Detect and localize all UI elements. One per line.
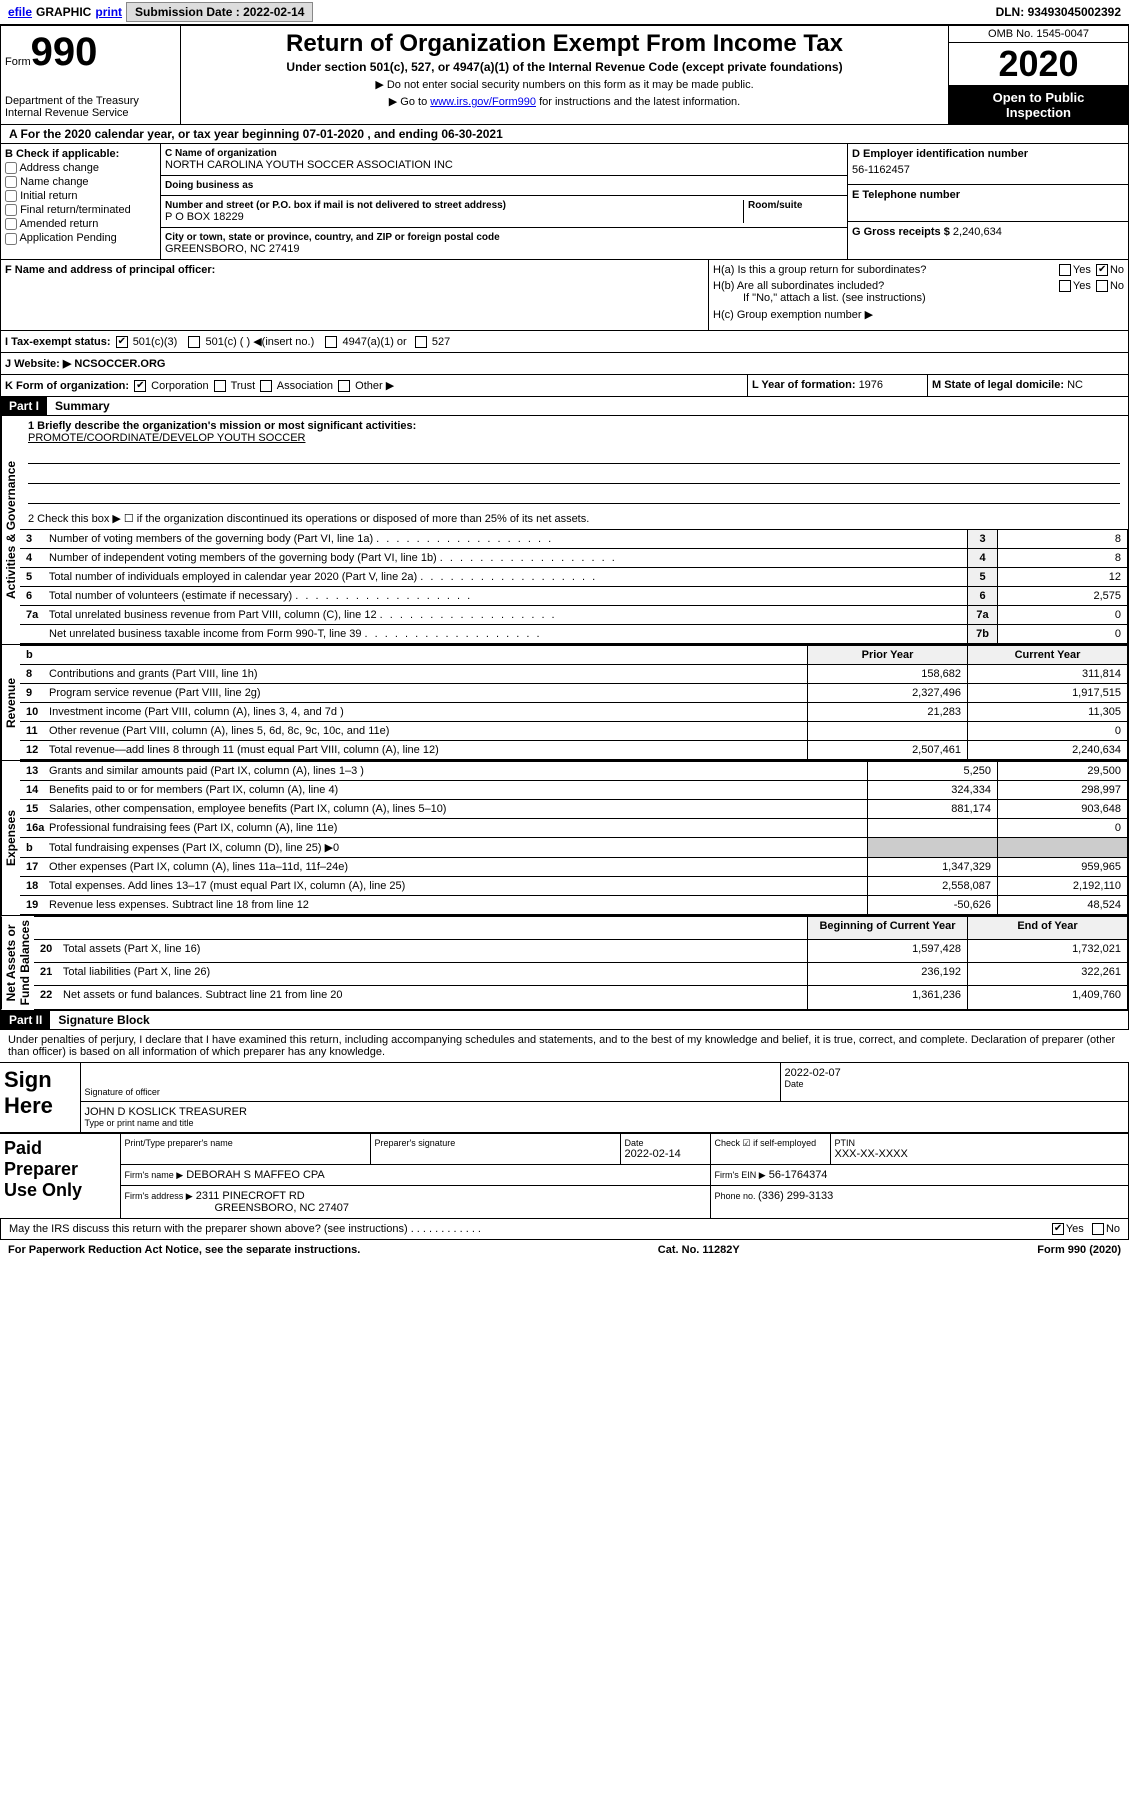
governance-table: 3 Number of voting members of the govern… [20,529,1128,644]
tax-year: 2020 [949,43,1128,86]
form-number: 990 [31,30,98,74]
cb-initial[interactable]: Initial return [5,190,156,202]
b-title: B Check if applicable: [5,148,156,160]
ein: 56-1162457 [852,160,1124,180]
form-word: Form [5,56,31,68]
form-subtitle: Under section 501(c), 527, or 4947(a)(1)… [185,60,944,74]
irs-link[interactable]: www.irs.gov/Form990 [430,96,536,108]
h-a: H(a) Is this a group return for subordin… [713,264,1124,276]
e-phone-lbl: E Telephone number [852,189,1124,201]
row-k-l-m: K Form of organization: Corporation Trus… [0,375,1129,397]
revenue-table: bPrior YearCurrent Year8 Contributions a… [20,645,1128,760]
form-title: Return of Organization Exempt From Incom… [185,30,944,58]
mission-a: PROMOTE/COORDINATE/DEVELOP YOUTH SOCCER [28,432,1120,444]
cb-4947[interactable] [325,336,337,348]
graphic-label: GRAPHIC [36,5,91,19]
omb-number: OMB No. 1545-0047 [949,26,1128,43]
m-state: M State of legal domicile: NC [928,375,1128,396]
h-b: H(b) Are all subordinates included? Yes … [713,280,1124,292]
phone [852,201,1124,217]
part1-header: Part ISummary [0,397,1129,416]
row-f-h: F Name and address of principal officer:… [0,260,1129,331]
row-j-website: J Website: ▶ NCSOCCER.ORG [0,353,1129,375]
paid-preparer-table: Paid Preparer Use Only Print/Type prepar… [0,1133,1129,1219]
cb-trust[interactable] [214,380,226,392]
sig-date: 2022-02-07 [785,1067,1125,1079]
sign-here: Sign Here [4,1067,76,1119]
g-receipts: G Gross receipts $ 2,240,634 [852,226,1124,238]
vert-net: Net Assets or Fund Balances [1,916,34,1009]
street: P O BOX 18229 [165,211,743,223]
h-b-note: If "No," attach a list. (see instruction… [743,292,1124,304]
org-name: NORTH CAROLINA YOUTH SOCCER ASSOCIATION … [165,159,843,171]
expenses-table: 13 Grants and similar amounts paid (Part… [20,761,1128,915]
footer-right: Form 990 (2020) [1037,1244,1121,1256]
room-lbl: Room/suite [748,200,843,211]
cb-527[interactable] [415,336,427,348]
footer-left: For Paperwork Reduction Act Notice, see … [8,1244,360,1256]
dln: DLN: 93493045002392 [996,5,1121,19]
submission-date-btn: Submission Date : 2022-02-14 [126,2,313,22]
dept-treasury: Department of the Treasury Internal Reve… [5,95,176,119]
cb-final[interactable]: Final return/terminated [5,204,156,216]
cb-501c[interactable] [188,336,200,348]
note-link: ▶ Go to www.irs.gov/Form990 for instruct… [185,95,944,108]
footer-mid: Cat. No. 11282Y [658,1244,740,1256]
sig-name: JOHN D KOSLICK TREASURER [85,1106,1125,1118]
d-ein-lbl: D Employer identification number [852,148,1124,160]
vert-governance: Activities & Governance [1,416,20,644]
cb-corp[interactable] [134,380,146,392]
dba-lbl: Doing business as [165,180,843,191]
line-2: 2 Check this box ▶ ☐ if the organization… [20,508,1128,529]
row-i-tax: I Tax-exempt status: 501(c)(3) 501(c) ( … [0,331,1129,353]
paid-preparer: Paid Preparer Use Only [4,1138,116,1201]
perjury-text: Under penalties of perjury, I declare th… [0,1030,1129,1062]
mission-q: 1 Briefly describe the organization's mi… [28,420,1120,432]
page-footer: For Paperwork Reduction Act Notice, see … [0,1240,1129,1260]
street-lbl: Number and street (or P.O. box if mail i… [165,200,743,211]
cb-assoc[interactable] [260,380,272,392]
discuss-no[interactable] [1092,1223,1104,1235]
cb-501c3[interactable] [116,336,128,348]
discuss-yes[interactable] [1052,1223,1064,1235]
sig-officer-lbl: Signature of officer [85,1087,776,1097]
c-name-lbl: C Name of organization [165,148,843,159]
cb-name[interactable]: Name change [5,176,156,188]
period-a: A For the 2020 calendar year, or tax yea… [0,125,1129,144]
section-b-to-g: B Check if applicable: Address change Na… [0,144,1129,260]
form-header: Form990 Department of the Treasury Inter… [0,25,1129,125]
net-assets-table: Beginning of Current YearEnd of Year20 T… [34,916,1128,1009]
discuss-row: May the IRS discuss this return with the… [0,1219,1129,1240]
cb-application[interactable]: Application Pending [5,232,156,244]
cb-address[interactable]: Address change [5,162,156,174]
vert-revenue: Revenue [1,645,20,760]
vert-expenses: Expenses [1,761,20,915]
sig-name-lbl: Type or print name and title [85,1118,1125,1128]
cb-other[interactable] [338,380,350,392]
city: GREENSBORO, NC 27419 [165,243,843,255]
part2-header: Part IISignature Block [0,1011,1129,1030]
cb-amended[interactable]: Amended return [5,218,156,230]
print-link[interactable]: print [95,5,122,19]
note-ssn: ▶ Do not enter social security numbers o… [185,78,944,91]
top-bar: efile GRAPHIC print Submission Date : 20… [0,0,1129,25]
open-public: Open to Public Inspection [949,86,1128,124]
sig-date-lbl: Date [785,1079,1125,1089]
l-year: L Year of formation: 1976 [748,375,928,396]
sign-here-table: Sign Here Signature of officer 2022-02-0… [0,1062,1129,1133]
f-officer-lbl: F Name and address of principal officer: [5,264,215,276]
efile-link[interactable]: efile [8,5,32,19]
city-lbl: City or town, state or province, country… [165,232,843,243]
h-c: H(c) Group exemption number ▶ [713,308,1124,321]
